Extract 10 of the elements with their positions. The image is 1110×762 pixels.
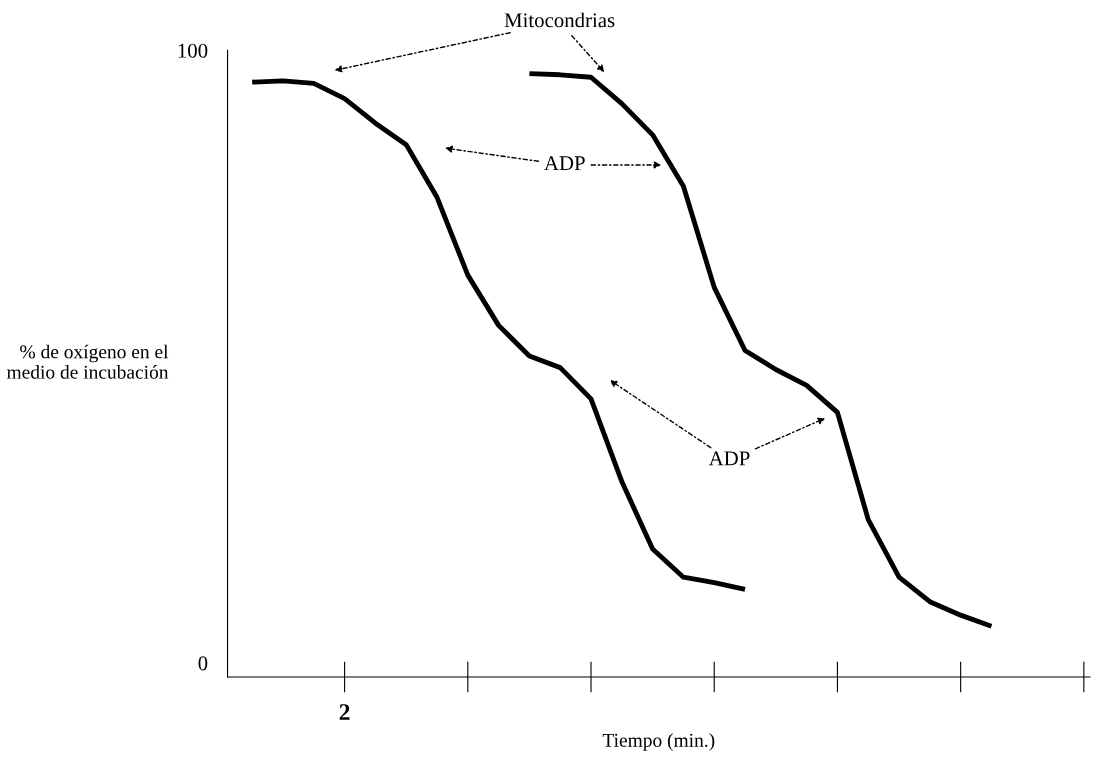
annotation: ADP xyxy=(544,156,585,171)
y-tick-label: 100 xyxy=(178,43,208,58)
x-tick-label: 2 xyxy=(339,704,350,720)
text: Mitocondrias xyxy=(504,12,615,28)
annotation: ADP xyxy=(708,451,750,466)
line-series xyxy=(249,78,748,592)
y-tick-label: 0 xyxy=(198,656,208,671)
x-axis-title: Tiempo (min.) xyxy=(602,733,715,751)
y-axis-title: % de oxígeno en el medio de incubación xyxy=(6,344,169,379)
line-series xyxy=(526,71,994,629)
